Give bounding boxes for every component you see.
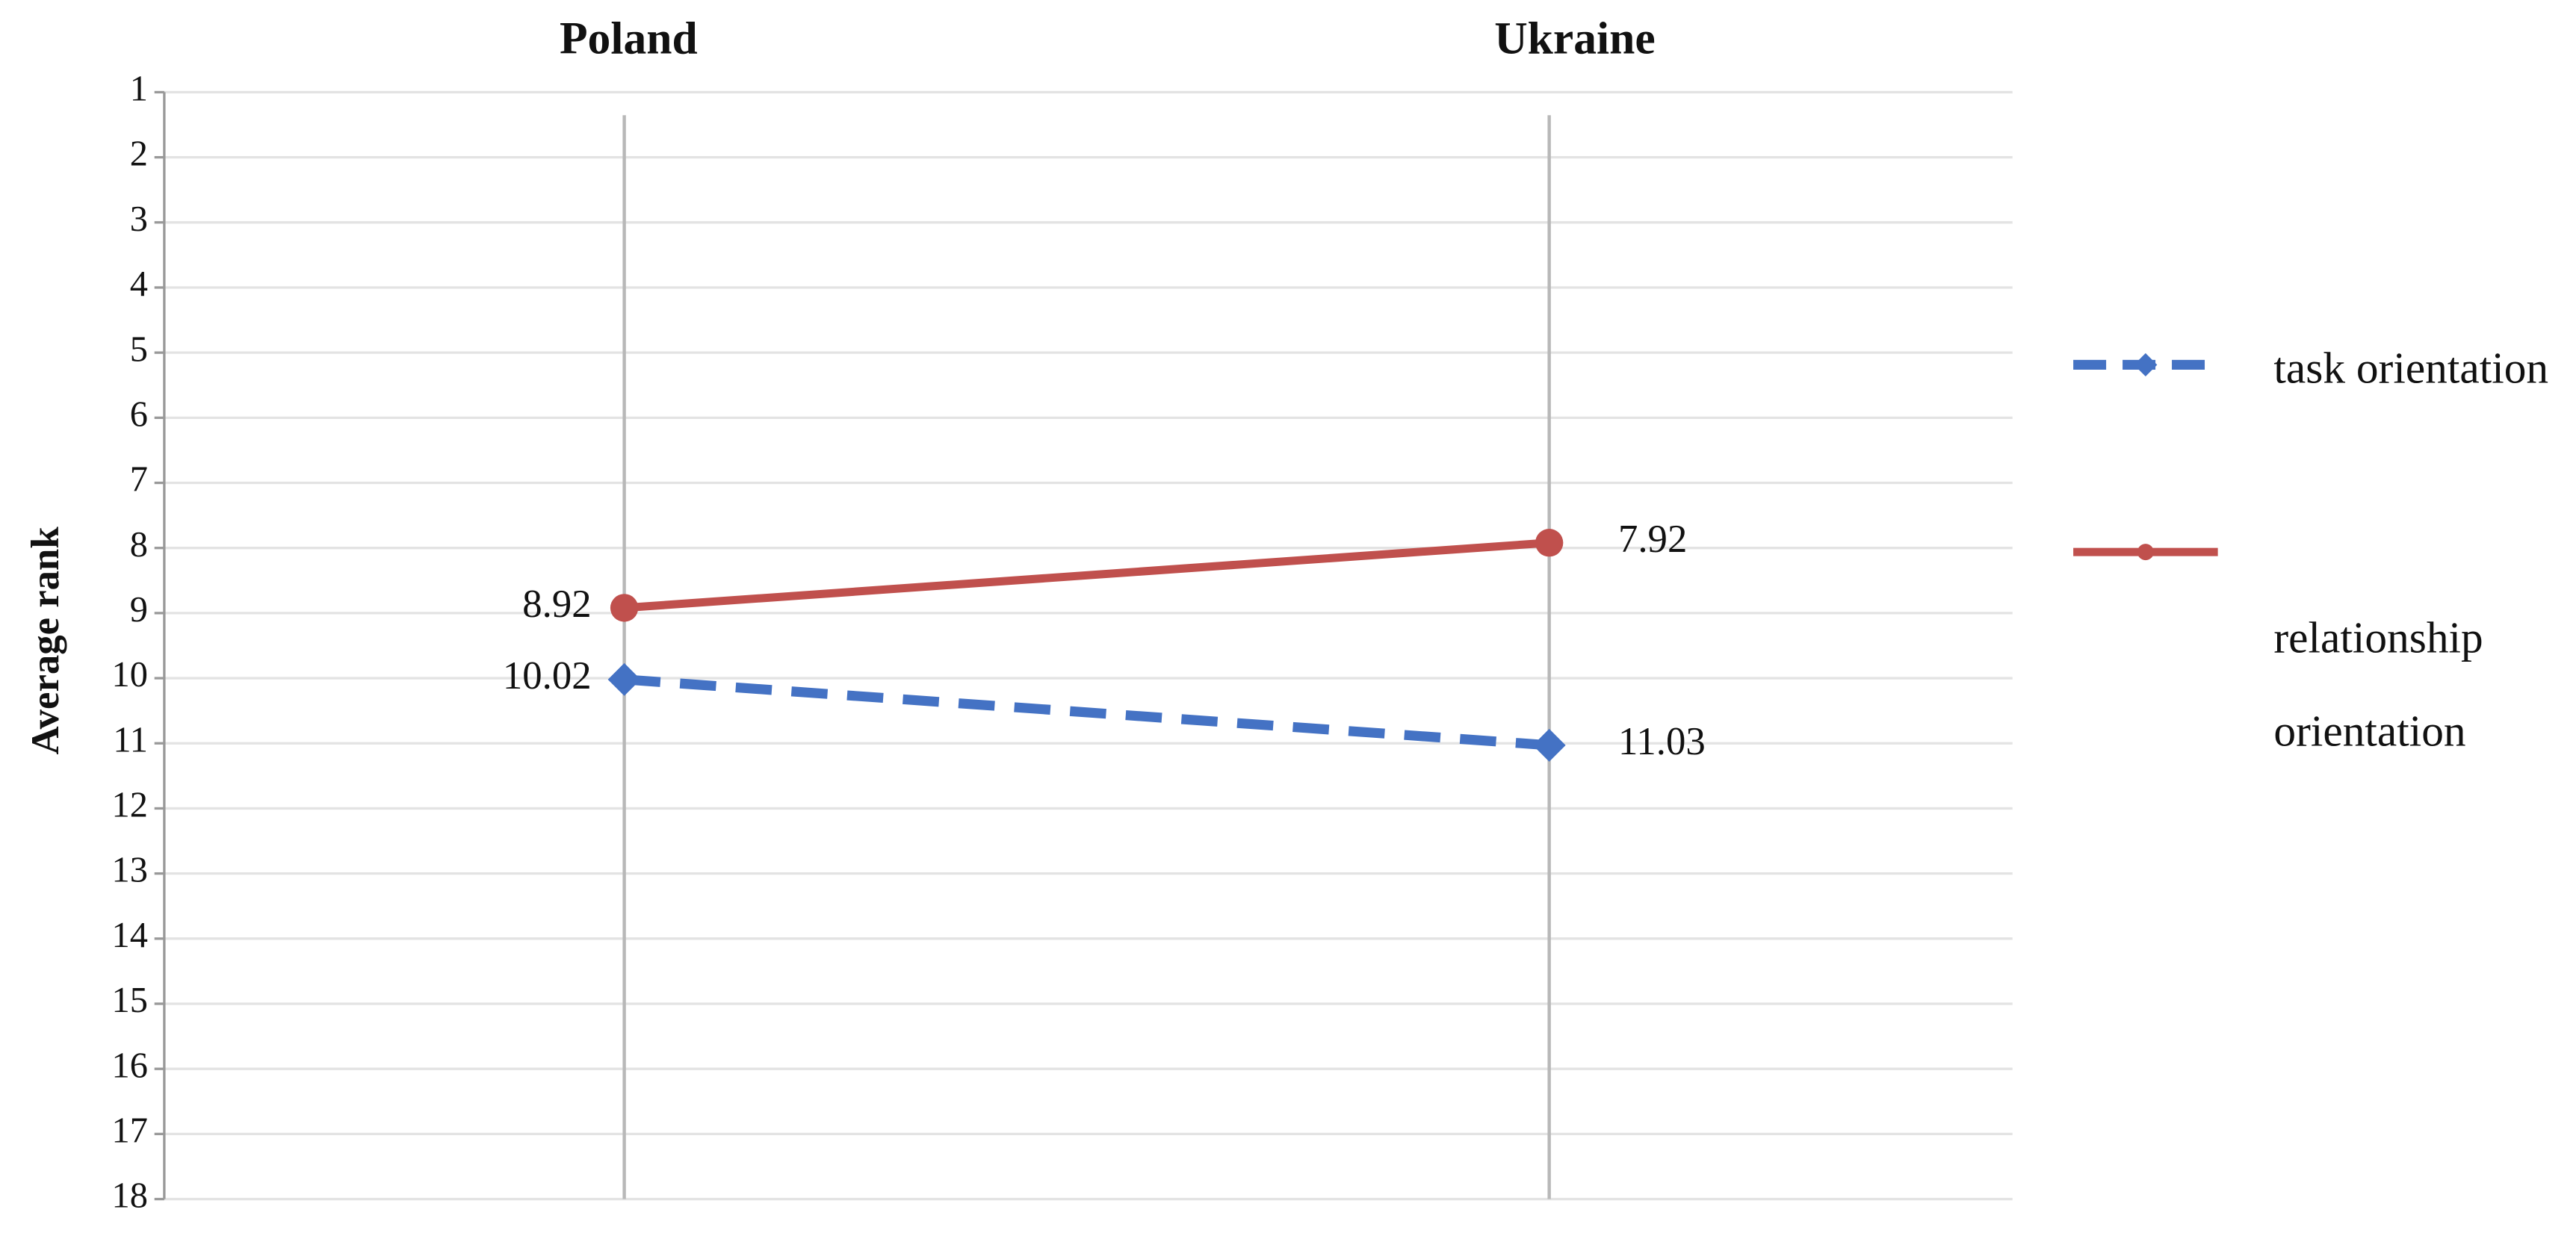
category-label: Ukraine (1494, 13, 1655, 64)
marker (610, 594, 639, 622)
y-tick-label: 15 (112, 981, 148, 1020)
series-line (624, 674, 1550, 751)
marker (607, 662, 641, 696)
y-tick-label: 1 (130, 69, 148, 109)
y-tick-label: 5 (130, 329, 148, 369)
y-axis-label: Average rank (24, 527, 67, 755)
y-tick-label: 7 (130, 460, 148, 500)
data-label: 11.03 (1618, 720, 1706, 763)
data-label: 7.92 (1618, 518, 1687, 561)
y-tick-label: 10 (112, 655, 148, 695)
series-line (624, 538, 1550, 612)
y-tick-label: 13 (112, 851, 148, 890)
y-tick-label: 4 (130, 264, 148, 304)
y-tick-label: 2 (130, 134, 148, 174)
y-tick-label: 18 (112, 1176, 148, 1216)
legend-label: task orientation (2273, 343, 2549, 393)
legend-entry: task orientation (2273, 343, 2549, 393)
marker (1535, 529, 1564, 557)
legend-marker (2137, 544, 2154, 561)
legend-entry: relationship orientation (2273, 612, 2483, 756)
y-tick-label: 3 (130, 199, 148, 239)
legend-label: relationship orientation (2273, 612, 2483, 756)
data-label: 10.02 (503, 654, 592, 698)
data-label: 8.92 (522, 583, 591, 626)
y-tick-label: 11 (113, 720, 148, 760)
y-tick-label: 6 (130, 394, 148, 434)
y-tick-label: 9 (130, 590, 148, 630)
y-tick-label: 8 (130, 525, 148, 565)
legend-marker (2134, 353, 2158, 377)
y-tick-label: 14 (112, 916, 148, 955)
y-tick-label: 17 (112, 1111, 148, 1150)
category-label: Poland (560, 13, 698, 64)
y-tick-label: 12 (112, 786, 148, 825)
y-tick-label: 16 (112, 1046, 148, 1085)
marker (1532, 728, 1566, 762)
